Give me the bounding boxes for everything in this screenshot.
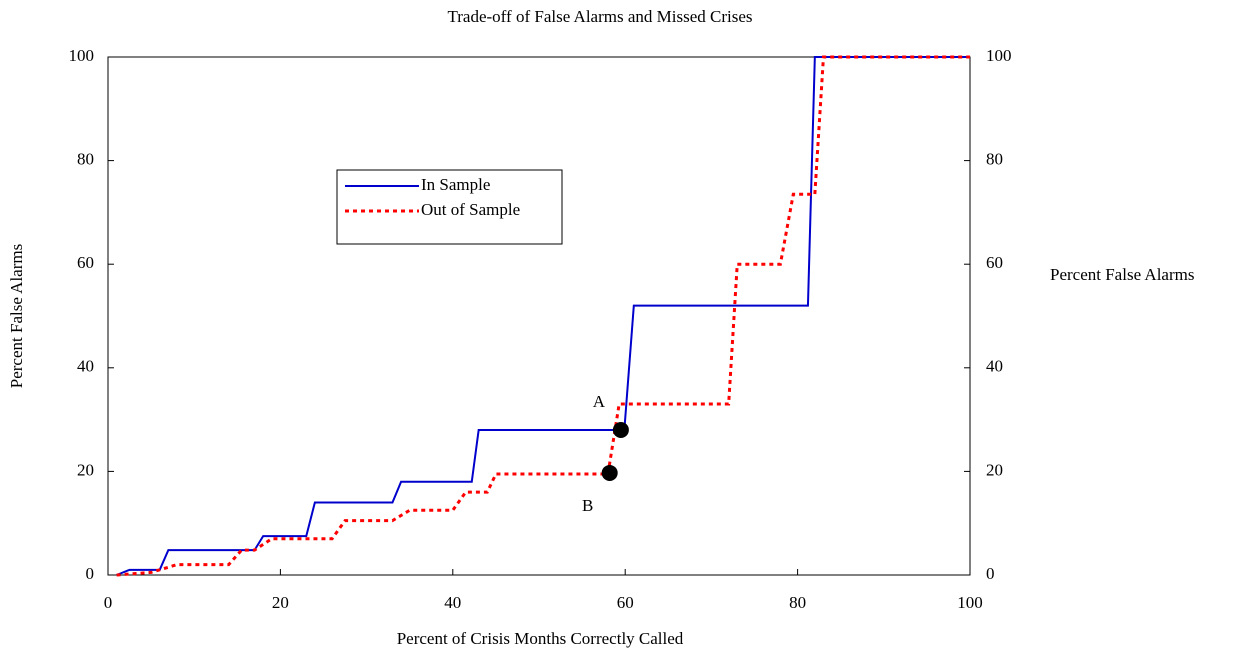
x-tick-label: 20 [272,593,289,612]
legend-label: Out of Sample [421,200,520,219]
x-tick-label: 40 [444,593,461,612]
marker-point [612,421,629,438]
x-axis-label: Percent of Crisis Months Correctly Calle… [397,629,684,648]
x-tick-label: 60 [617,593,634,612]
y-tick-label: 80 [77,150,94,169]
legend-box [336,169,563,245]
y-tick-label: 60 [77,253,94,272]
x-tick-label: 0 [104,593,113,612]
y-tick-label: 0 [86,564,95,583]
chart-title: Trade-off of False Alarms and Missed Cri… [447,7,752,26]
y2-tick-label: 100 [986,46,1012,65]
y2-axis-label: Percent False Alarms [1050,265,1194,284]
y2-tick-label: 40 [986,357,1003,376]
series-line [116,55,970,577]
y-tick-label: 20 [77,460,94,479]
x-tick-label: 80 [789,593,806,612]
point-label: A [593,392,606,411]
y2-tick-label: 60 [986,253,1003,272]
marker-point [601,464,618,481]
y2-tick-label: 0 [986,564,995,583]
y2-tick-label: 20 [986,460,1003,479]
y-tick-label: 100 [69,46,95,65]
point-label: B [582,496,593,515]
plot-frame [107,56,971,576]
y-tick-label: 40 [77,357,94,376]
y2-tick-label: 80 [986,150,1003,169]
y-axis-label: Percent False Alarms [7,244,26,388]
legend-label: In Sample [421,175,490,194]
x-tick-label: 100 [957,593,983,612]
series-line [116,56,970,576]
